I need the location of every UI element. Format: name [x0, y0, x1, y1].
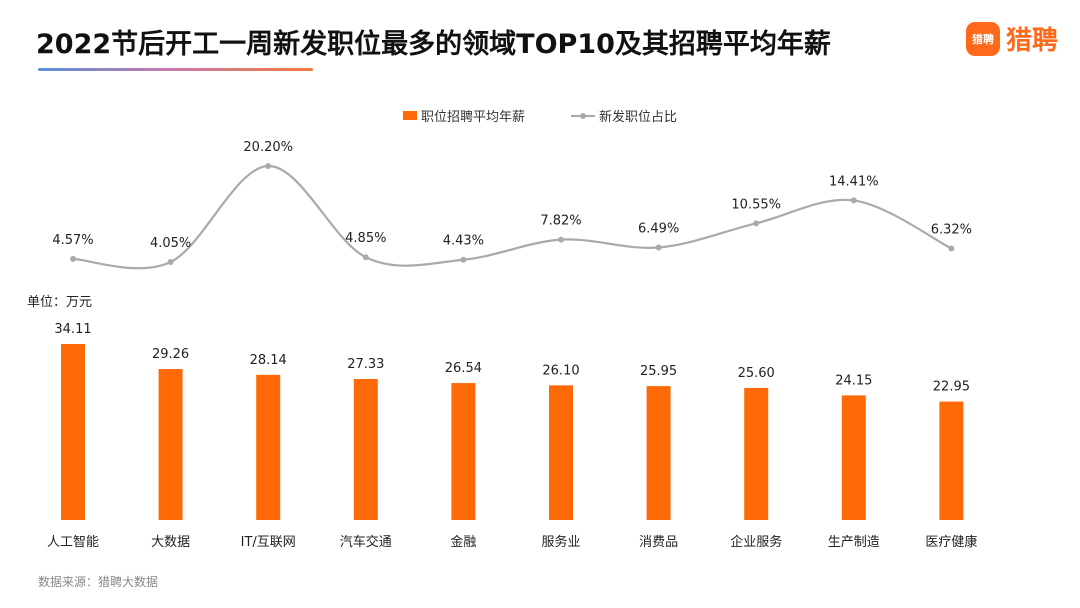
bar-0 [61, 344, 85, 520]
share-label-3: 4.85% [345, 231, 386, 246]
bar-value-label-2: 28.14 [250, 353, 287, 368]
share-label-4: 4.43% [443, 234, 484, 249]
share-point-4 [460, 256, 467, 263]
share-label-2: 20.20% [243, 140, 293, 155]
legend-item-salary: 职位招聘平均年薪 [402, 106, 525, 125]
category-label-5: 服务业 [541, 534, 580, 550]
share-point-7 [753, 220, 760, 227]
bar-value-label-3: 27.33 [347, 357, 384, 372]
bar-4 [451, 383, 476, 520]
bar-2 [256, 374, 281, 520]
bar-value-label-1: 29.26 [152, 347, 189, 362]
share-label-9: 6.32% [931, 223, 972, 238]
share-label-1: 4.05% [150, 236, 191, 251]
bar-value-label-5: 26.10 [542, 363, 579, 378]
bar-9 [939, 401, 964, 520]
bar-value-label-7: 25.60 [738, 366, 775, 381]
category-label-3: 汽车交通 [340, 534, 392, 550]
bar-value-label-4: 26.54 [445, 361, 482, 376]
share-label-8: 14.41% [829, 174, 879, 189]
share-point-0 [70, 255, 76, 262]
share-label-7: 10.55% [731, 197, 781, 212]
category-label-8: 生产制造 [828, 535, 880, 550]
share-label-5: 7.82% [540, 214, 581, 229]
share-label-0: 4.57% [52, 233, 93, 248]
unit-label: 单位：万元 [27, 295, 93, 310]
legend-line-swatch [571, 112, 595, 119]
bar-5 [549, 385, 573, 520]
bar-6 [646, 386, 671, 520]
brand-badge-icon: 猎聘 [965, 21, 1000, 56]
legend-item-share: 新发职位占比 [571, 106, 677, 125]
bar-value-label-6: 25.95 [640, 364, 677, 379]
category-label-1: 大数据 [151, 535, 190, 550]
share-point-6 [655, 244, 662, 251]
share-point-5 [558, 236, 564, 243]
title-underline [38, 68, 313, 71]
category-label-4: 金融 [450, 534, 476, 550]
chart-legend: 职位招聘平均年薪 新发职位占比 [0, 106, 1080, 125]
category-label-2: IT/互联网 [241, 535, 296, 550]
share-point-8 [850, 197, 857, 204]
category-label-9: 医疗健康 [925, 534, 977, 550]
bar-8 [841, 395, 866, 520]
category-label-7: 企业服务 [730, 534, 782, 550]
share-point-1 [167, 259, 174, 265]
legend-label-share: 新发职位占比 [599, 110, 678, 125]
bar-3 [353, 378, 378, 520]
share-point-9 [948, 245, 955, 252]
legend-label-salary: 职位招聘平均年薪 [420, 110, 525, 125]
brand-name: 猎聘 [1005, 26, 1058, 56]
bar-7 [744, 387, 769, 520]
category-label-6: 消费品 [639, 535, 678, 550]
bar-value-label-8: 24.15 [835, 373, 872, 388]
share-point-2 [265, 163, 272, 169]
category-label-0: 人工智能 [47, 535, 99, 550]
bar-value-label-9: 22.95 [933, 380, 970, 395]
share-line [72, 164, 952, 270]
share-point-3 [362, 254, 369, 261]
share-label-6: 6.49% [638, 221, 679, 236]
chart-title: 2022节后开工一周新发职位最多的领域TOP10及其招聘平均年薪 [36, 29, 831, 60]
legend-bar-swatch [402, 111, 417, 120]
bar-value-label-0: 34.11 [54, 322, 91, 337]
brand-logo: 猎聘 猎聘 [965, 20, 1058, 57]
data-source: 数据来源：猎聘大数据 [38, 575, 159, 589]
bar-1 [158, 369, 183, 520]
